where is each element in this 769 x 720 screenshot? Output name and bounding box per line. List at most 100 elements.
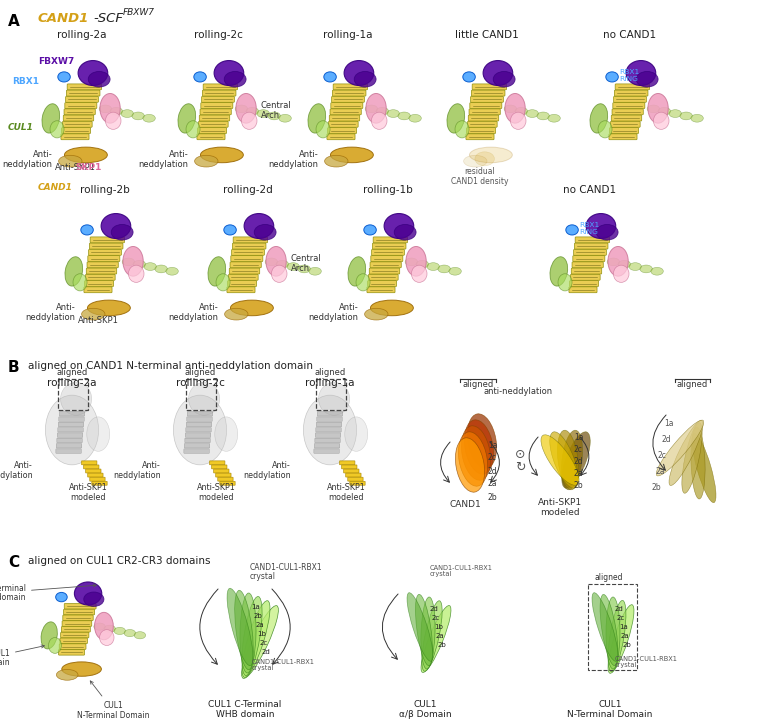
Ellipse shape xyxy=(566,225,578,235)
FancyBboxPatch shape xyxy=(613,103,645,109)
FancyBboxPatch shape xyxy=(609,134,637,140)
Ellipse shape xyxy=(608,258,620,266)
Ellipse shape xyxy=(195,156,218,167)
Text: rolling-1a: rolling-1a xyxy=(323,30,373,40)
Ellipse shape xyxy=(455,121,469,138)
Ellipse shape xyxy=(680,112,692,120)
Text: 2b: 2b xyxy=(253,613,262,619)
FancyBboxPatch shape xyxy=(340,461,355,464)
FancyBboxPatch shape xyxy=(316,422,341,427)
Ellipse shape xyxy=(56,670,78,680)
FancyBboxPatch shape xyxy=(85,274,115,280)
Text: 2a: 2a xyxy=(436,633,444,639)
FancyBboxPatch shape xyxy=(65,96,98,102)
Ellipse shape xyxy=(88,300,131,315)
FancyBboxPatch shape xyxy=(201,103,233,109)
Text: RBX1
RING: RBX1 RING xyxy=(579,222,599,235)
FancyBboxPatch shape xyxy=(472,84,507,90)
Ellipse shape xyxy=(511,112,526,130)
Ellipse shape xyxy=(58,156,82,167)
Ellipse shape xyxy=(558,274,572,291)
Ellipse shape xyxy=(493,71,515,87)
Ellipse shape xyxy=(231,300,273,315)
Text: CAND1: CAND1 xyxy=(38,12,89,25)
FancyBboxPatch shape xyxy=(215,473,231,477)
FancyBboxPatch shape xyxy=(369,268,400,274)
Ellipse shape xyxy=(376,107,388,115)
FancyBboxPatch shape xyxy=(61,632,89,638)
Text: CAND1: CAND1 xyxy=(449,500,481,509)
FancyBboxPatch shape xyxy=(575,237,610,243)
Ellipse shape xyxy=(365,308,388,320)
Ellipse shape xyxy=(422,600,442,671)
Ellipse shape xyxy=(406,246,426,276)
Text: 2a: 2a xyxy=(655,467,664,477)
Ellipse shape xyxy=(691,114,704,122)
Text: CUL1
α/β Domain: CUL1 α/β Domain xyxy=(398,700,451,719)
FancyBboxPatch shape xyxy=(64,109,95,114)
Text: CUL1 C-Terminal
WHB domain: CUL1 C-Terminal WHB domain xyxy=(0,584,96,603)
Ellipse shape xyxy=(75,582,102,605)
Ellipse shape xyxy=(526,109,538,117)
Ellipse shape xyxy=(235,105,248,113)
FancyBboxPatch shape xyxy=(327,134,355,140)
FancyBboxPatch shape xyxy=(341,465,357,469)
Ellipse shape xyxy=(201,147,243,163)
Text: aligned: aligned xyxy=(677,380,707,389)
FancyBboxPatch shape xyxy=(62,127,91,133)
Text: 2d: 2d xyxy=(430,606,438,612)
Ellipse shape xyxy=(608,246,628,276)
Ellipse shape xyxy=(592,593,618,661)
FancyBboxPatch shape xyxy=(229,268,260,274)
FancyBboxPatch shape xyxy=(84,465,99,469)
Ellipse shape xyxy=(651,267,664,275)
Text: Anti-
neddylation: Anti- neddylation xyxy=(25,303,75,322)
Ellipse shape xyxy=(629,263,641,271)
Ellipse shape xyxy=(387,109,399,117)
Text: aligned on CUL1 CR2-CR3 domains: aligned on CUL1 CR2-CR3 domains xyxy=(28,556,211,566)
Ellipse shape xyxy=(550,257,568,286)
Ellipse shape xyxy=(636,71,658,87)
FancyBboxPatch shape xyxy=(186,422,211,427)
Ellipse shape xyxy=(105,112,121,130)
Ellipse shape xyxy=(73,274,87,291)
FancyBboxPatch shape xyxy=(56,444,82,448)
Ellipse shape xyxy=(324,72,336,82)
Text: CUL1
α/β Domain: CUL1 α/β Domain xyxy=(0,645,45,667)
Ellipse shape xyxy=(242,596,262,675)
Ellipse shape xyxy=(132,112,145,120)
FancyBboxPatch shape xyxy=(185,433,211,437)
Ellipse shape xyxy=(242,600,270,678)
Ellipse shape xyxy=(415,594,432,666)
Text: 2c: 2c xyxy=(574,446,583,454)
Ellipse shape xyxy=(104,625,115,632)
FancyBboxPatch shape xyxy=(314,449,339,454)
FancyBboxPatch shape xyxy=(58,428,83,432)
Ellipse shape xyxy=(178,104,195,133)
Text: CAND1-CUL1-RBX1
crystal: CAND1-CUL1-RBX1 crystal xyxy=(251,659,314,671)
FancyBboxPatch shape xyxy=(58,422,84,427)
FancyBboxPatch shape xyxy=(89,243,123,249)
FancyBboxPatch shape xyxy=(58,417,85,421)
Ellipse shape xyxy=(427,263,439,271)
Ellipse shape xyxy=(50,121,64,138)
Text: Anti-
neddylation: Anti- neddylation xyxy=(138,150,188,169)
FancyBboxPatch shape xyxy=(185,444,210,448)
FancyBboxPatch shape xyxy=(62,626,90,632)
FancyBboxPatch shape xyxy=(573,256,605,261)
FancyBboxPatch shape xyxy=(328,122,358,127)
Ellipse shape xyxy=(345,417,368,451)
Text: CAND1-CUL1-RBX1
crystal: CAND1-CUL1-RBX1 crystal xyxy=(430,564,493,577)
Text: 1b: 1b xyxy=(257,631,266,637)
Ellipse shape xyxy=(640,265,652,273)
FancyBboxPatch shape xyxy=(315,433,341,437)
Text: aligned: aligned xyxy=(56,368,88,377)
Text: rolling-2b: rolling-2b xyxy=(80,185,130,195)
Text: 1a: 1a xyxy=(574,433,584,443)
Ellipse shape xyxy=(61,382,92,415)
FancyBboxPatch shape xyxy=(220,482,235,485)
Ellipse shape xyxy=(244,214,274,238)
Text: rolling-2c: rolling-2c xyxy=(194,30,242,40)
Text: aligned: aligned xyxy=(595,573,624,582)
Ellipse shape xyxy=(48,637,62,653)
